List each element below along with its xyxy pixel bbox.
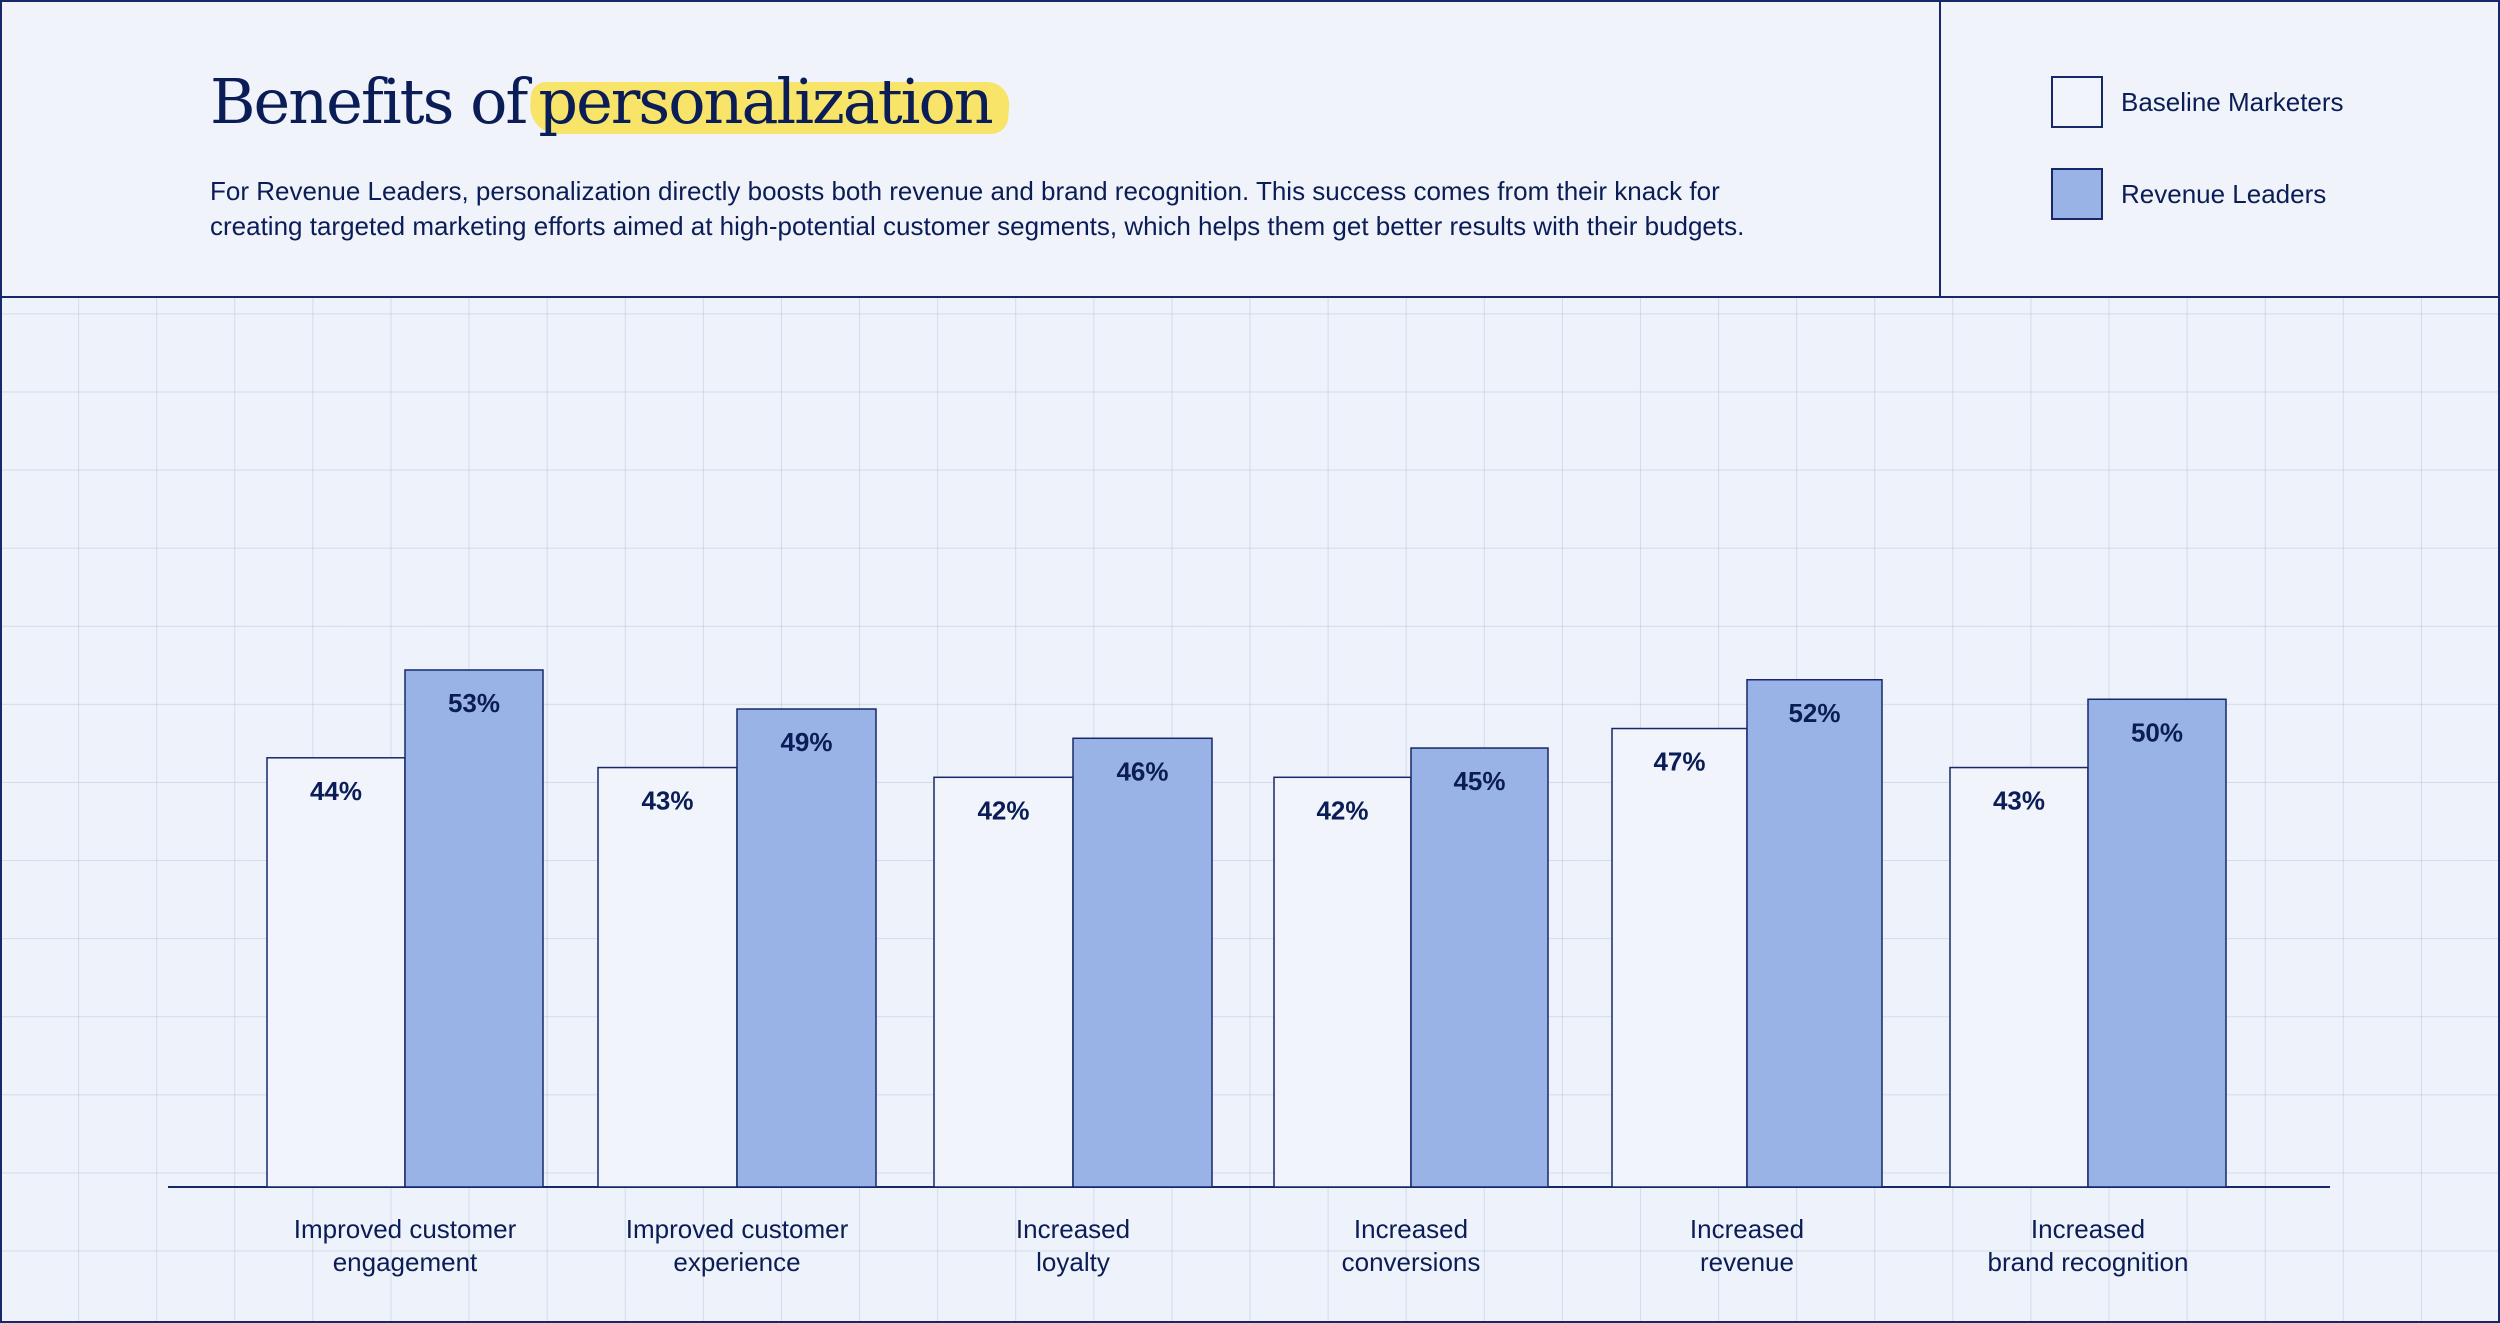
- bar-baseline-4: [1611, 727, 1748, 1188]
- bar-revenue-leaders-5: [2087, 698, 2227, 1188]
- data-label: 53%: [448, 688, 500, 718]
- description: For Revenue Leaders, personalization dir…: [210, 174, 1910, 244]
- data-label: 50%: [2131, 717, 2183, 747]
- category-label: Increased: [1690, 1214, 1804, 1244]
- legend-label-revenue-leaders: Revenue Leaders: [2121, 178, 2327, 209]
- legend-swatch-revenue-leaders: [2051, 168, 2103, 220]
- category-label: experience: [673, 1247, 800, 1277]
- bar-baseline-1: [597, 766, 738, 1188]
- bar-revenue-leaders-1: [736, 708, 877, 1188]
- category-label: brand recognition: [1988, 1247, 2189, 1277]
- header-panel: Benefits of personalization For Revenue L…: [0, 0, 1941, 298]
- data-label: 46%: [1116, 756, 1168, 786]
- bar-baseline-3: [1273, 776, 1412, 1188]
- legend-item-revenue-leaders: Revenue Leaders: [2051, 166, 2326, 222]
- data-label: 45%: [1453, 766, 1505, 796]
- category-label: revenue: [1700, 1247, 1794, 1277]
- data-label: 52%: [1788, 698, 1840, 728]
- description-line: For Revenue Leaders, personalization dir…: [210, 176, 1720, 206]
- bar-revenue-leaders-4: [1746, 679, 1883, 1188]
- category-label: conversions: [1342, 1247, 1481, 1277]
- category-label: Increased: [1354, 1214, 1468, 1244]
- bar-revenue-leaders-0: [404, 669, 544, 1188]
- description-line: creating targeted marketing efforts aime…: [210, 211, 1745, 241]
- title-highlight-text: personalization: [538, 65, 993, 138]
- legend-label-baseline: Baseline Marketers: [2121, 86, 2344, 117]
- category-label: loyalty: [1036, 1247, 1110, 1277]
- legend-swatch-baseline: [2051, 76, 2103, 128]
- data-label: 49%: [780, 727, 832, 757]
- page-title: Benefits of personalization: [210, 60, 1000, 144]
- category-label: Improved customer: [294, 1214, 517, 1244]
- bar-baseline-5: [1949, 766, 2089, 1188]
- title-plain: Benefits of: [210, 65, 528, 138]
- bar-revenue-leaders-2: [1072, 737, 1213, 1188]
- data-label: 43%: [641, 786, 693, 816]
- bar-baseline-0: [266, 757, 406, 1188]
- data-label: 43%: [1993, 786, 2045, 816]
- bar-baseline-2: [933, 776, 1074, 1188]
- category-label: engagement: [333, 1247, 478, 1277]
- data-label: 47%: [1653, 747, 1705, 777]
- legend-item-baseline: Baseline Marketers: [2051, 74, 2344, 130]
- category-label: Increased: [2031, 1214, 2145, 1244]
- bar-revenue-leaders-3: [1410, 747, 1549, 1188]
- legend: Baseline Marketers Revenue Leaders: [1939, 0, 2500, 298]
- category-label: Improved customer: [626, 1214, 849, 1244]
- data-label: 44%: [310, 776, 362, 806]
- data-label: 42%: [1316, 795, 1368, 825]
- title-highlight: personalization: [530, 60, 999, 144]
- category-label: Increased: [1016, 1214, 1130, 1244]
- data-label: 42%: [977, 795, 1029, 825]
